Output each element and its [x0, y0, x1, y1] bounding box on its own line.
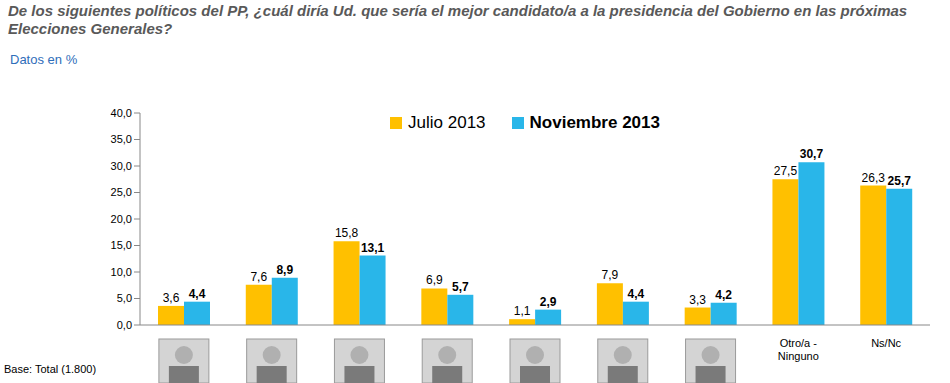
svg-text:4,4: 4,4	[628, 287, 645, 301]
svg-text:3,6: 3,6	[163, 291, 180, 305]
svg-text:15,8: 15,8	[335, 226, 359, 240]
svg-text:5,0: 5,0	[117, 292, 132, 304]
svg-text:6,9: 6,9	[426, 273, 443, 287]
svg-text:4,4: 4,4	[189, 287, 206, 301]
svg-text:7,9: 7,9	[602, 268, 619, 282]
html-text:Base: Total (1.800): Base: Total (1.800)	[4, 363, 97, 375]
svg-text:40,0: 40,0	[111, 107, 132, 119]
svg-text:25,7: 25,7	[888, 174, 912, 188]
svg-text:15,0: 15,0	[111, 239, 132, 251]
svg-text:0,0: 0,0	[117, 319, 132, 331]
svg-text:27,5: 27,5	[774, 164, 798, 178]
svg-text:20,0: 20,0	[111, 213, 132, 225]
svg-text:10,0: 10,0	[111, 266, 132, 278]
svg-text:4,2: 4,2	[715, 288, 732, 302]
svg-text:13,1: 13,1	[361, 241, 385, 255]
svg-text:3,3: 3,3	[689, 293, 706, 307]
svg-text:30,0: 30,0	[111, 160, 132, 172]
svg-text:7,6: 7,6	[250, 270, 267, 284]
html-text:De los siguientes políticos de: De los siguientes políticos del PP, ¿cuá…	[8, 2, 908, 37]
html-text:Noviembre 2013: Noviembre 2013	[529, 113, 660, 132]
svg-text:5,7: 5,7	[452, 280, 469, 294]
svg-text:25,0: 25,0	[111, 186, 132, 198]
svg-text:Otro/a -Ninguno: Otro/a -Ninguno	[778, 337, 819, 362]
svg-text:Ns/Nc: Ns/Nc	[871, 337, 901, 349]
svg-text:2,9: 2,9	[540, 295, 557, 309]
svg-text:26,3: 26,3	[862, 171, 886, 185]
html-text:Datos en %: Datos en %	[10, 52, 78, 67]
svg-text:1,1: 1,1	[514, 304, 531, 318]
svg-text:35,0: 35,0	[111, 133, 132, 145]
svg-text:30,7: 30,7	[800, 147, 824, 161]
svg-text:8,9: 8,9	[276, 263, 293, 277]
html-text:Julio 2013: Julio 2013	[408, 113, 486, 132]
